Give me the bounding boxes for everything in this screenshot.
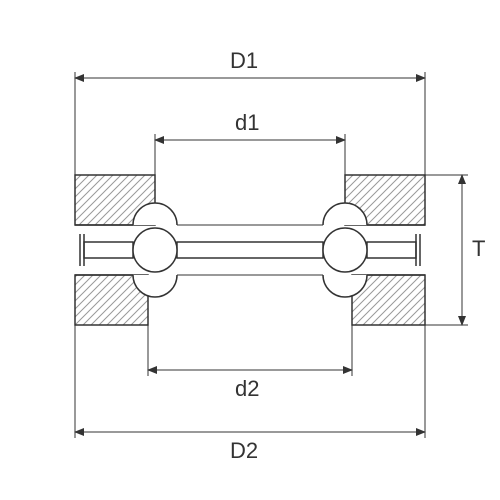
ball-left	[133, 228, 177, 272]
label-d2: d2	[235, 376, 259, 401]
ball-right	[323, 228, 367, 272]
label-d1: d1	[235, 110, 259, 135]
cage	[80, 234, 420, 266]
bearing-diagram: D1 d1 d2 D2 T	[0, 0, 500, 500]
label-T: T	[472, 236, 485, 261]
dimension-d1: d1	[155, 110, 345, 175]
label-D1: D1	[230, 48, 258, 73]
dimension-T: T	[425, 175, 485, 325]
dimension-d2: d2	[148, 325, 352, 401]
label-D2: D2	[230, 438, 258, 463]
